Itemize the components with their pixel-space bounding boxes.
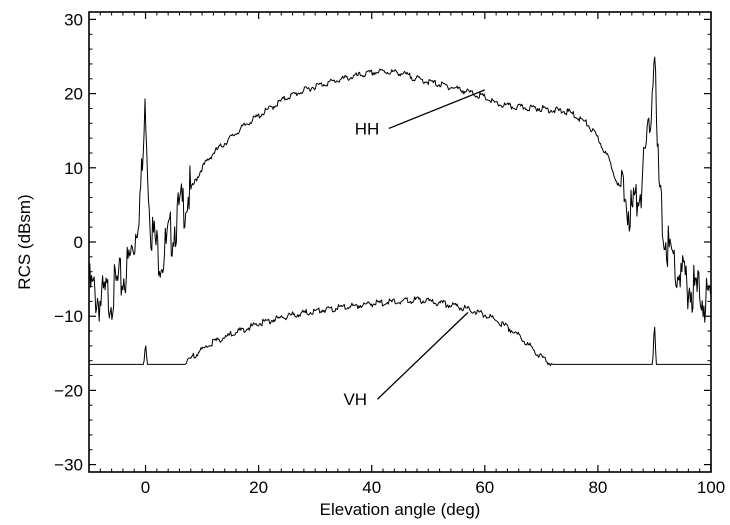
x-ticks: 0 20 40 60 80 100 xyxy=(88,12,725,497)
leader-line-vh xyxy=(377,312,469,400)
series-label-hh: HH xyxy=(355,119,380,138)
x-tick-label: 80 xyxy=(588,478,607,497)
annotations: HH VH xyxy=(343,89,486,409)
x-tick-label: 20 xyxy=(249,478,268,497)
series-line-hh xyxy=(88,56,712,323)
y-tick-label: 0 xyxy=(74,233,83,252)
y-tick-label: −20 xyxy=(54,381,83,400)
x-tick-label: 60 xyxy=(475,478,494,497)
x-tick-label: 0 xyxy=(141,478,150,497)
plot-area: 0 20 40 60 80 100 −30 −20 −10 0 10 20 30 HH VH xyxy=(54,10,725,497)
series-line-vh xyxy=(89,296,711,367)
y-tick-label: 30 xyxy=(64,10,83,29)
y-axis-title: RCS (dBsm) xyxy=(15,194,34,289)
y-tick-label: −10 xyxy=(54,307,83,326)
y-tick-label: 20 xyxy=(64,85,83,104)
x-tick-label: 100 xyxy=(697,478,725,497)
x-tick-label: 40 xyxy=(362,478,381,497)
y-tick-label: 10 xyxy=(64,159,83,178)
plot-frame xyxy=(88,11,712,473)
y-ticks: −30 −20 −10 0 10 20 30 xyxy=(54,10,711,475)
series-lines xyxy=(88,56,712,367)
x-axis-title: Elevation angle (deg) xyxy=(320,500,481,519)
series-label-vh: VH xyxy=(343,390,367,409)
leader-line-hh xyxy=(388,89,486,130)
y-tick-label: −30 xyxy=(54,456,83,475)
